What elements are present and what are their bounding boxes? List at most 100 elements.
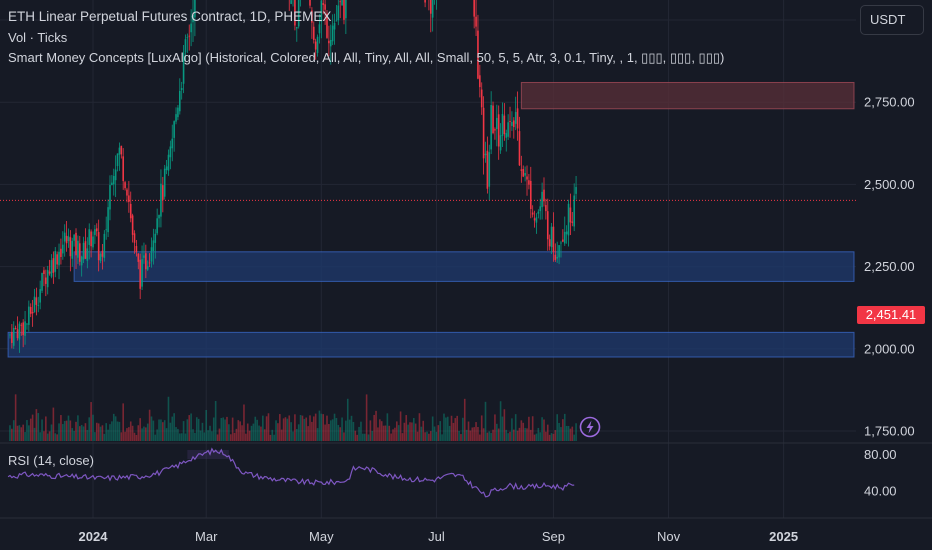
volume-bar [456,415,458,441]
volume-bar [112,413,115,441]
volume-bar [282,418,285,441]
candle-body [475,16,477,27]
volume-bar [252,423,255,441]
volume-bar [188,415,191,441]
volume-bar [520,420,523,441]
volume-bar [50,424,53,441]
volume-bar [12,420,15,441]
candle-body [137,253,140,262]
volume-bar [39,432,41,441]
volume-bar [316,428,319,441]
volume-bar [418,413,421,441]
volume-bar [524,427,526,441]
rsi-tick-label: 80.00 [864,447,897,462]
bullish-order-block [7,331,855,358]
volume-bar [473,427,475,441]
candle-body [190,23,192,33]
volume-bar [63,421,66,441]
volume-bar [118,421,121,441]
candle-body [131,215,134,235]
volume-bar [503,409,506,441]
volume-bar [28,425,30,441]
volume-legend[interactable]: Vol · Ticks [8,30,68,45]
time-tick-label: Jul [428,529,445,544]
volume-bar [228,424,230,441]
volume-bar [494,414,496,441]
candle-body [529,180,532,209]
volume-bar [480,415,483,441]
volume-bar [482,428,485,441]
candle-body [345,0,347,19]
candle-body [192,15,194,23]
volume-bar [322,414,325,441]
lightning-icon[interactable] [579,416,601,438]
volume-bar [122,403,124,441]
candle-body [67,236,70,242]
candle-body [94,229,96,235]
volume-bar [365,394,368,441]
candle-body [565,231,568,235]
candle-body [514,112,517,124]
candle-body [294,0,296,26]
volume-bar [29,418,32,441]
currency-selector[interactable]: USDT [860,5,924,35]
volume-bar [386,413,389,441]
volume-bar [446,416,449,441]
volume-bar [82,426,85,441]
candle-body [126,189,128,196]
volume-bar [148,409,151,441]
candle-body [111,182,113,186]
volume-bar [345,420,347,441]
volume-bar [443,413,445,441]
volume-bar [86,429,89,441]
volume-bar [209,425,211,441]
volume-bar [556,414,559,441]
volume-bar [56,434,58,441]
candle-body [571,221,574,223]
candle-body [33,296,36,313]
candle-body [69,237,72,257]
volume-bar [245,433,247,441]
rsi-line [7,447,575,498]
volume-bar [109,424,111,441]
candle-body [82,242,85,260]
candle-body [116,153,119,167]
rsi-legend[interactable]: RSI (14, close) [8,453,94,468]
candle-body [312,26,315,41]
volume-bar [88,417,91,441]
volume-bar [567,425,570,441]
candle-body [103,233,106,258]
volume-bar [226,416,228,441]
candle-body [526,176,528,180]
candle-body [424,0,426,3]
volume-bar [309,415,311,441]
candle-body [477,30,479,79]
volume-bar [326,415,328,441]
volume-bar [477,426,479,441]
volume-bar [126,428,128,441]
volume-bar [433,426,436,441]
candle-body [145,253,147,270]
volume-bar [9,425,11,441]
volume-bar [94,432,96,441]
volume-bar [250,425,253,441]
candle-body [52,258,55,273]
price-tick-label: 1,750.00 [864,424,915,439]
volume-bar [277,423,279,441]
volume-bar [182,421,185,441]
volume-bar [26,420,28,441]
volume-bar [337,424,340,441]
candle-body [324,4,326,10]
volume-bar [273,434,275,441]
volume-bar [197,418,200,441]
volume-bar [414,423,417,441]
volume-bar [295,428,298,441]
indicator-legend[interactable]: Smart Money Concepts [LuxAlgo] (Historic… [8,50,725,65]
volume-bar [435,431,438,441]
volume-bar [111,421,113,441]
volume-bar [258,425,260,441]
volume-bar [203,432,206,441]
volume-bar [280,429,283,441]
candle-body [558,245,560,258]
